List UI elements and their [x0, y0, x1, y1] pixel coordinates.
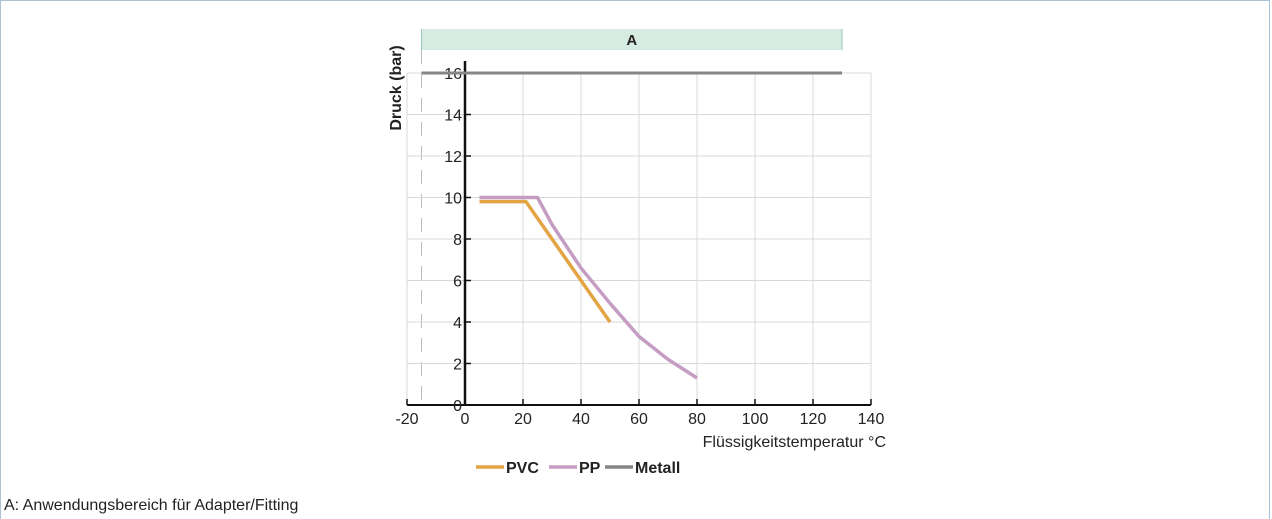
y-tick-label: 14	[444, 108, 462, 125]
y-tick-label: 0	[453, 398, 462, 415]
y-tick-label: 2	[453, 357, 462, 374]
x-tick-label: 40	[572, 411, 590, 428]
band-a-label: A	[626, 32, 637, 49]
band-a	[421, 29, 842, 50]
footnote: A: Anwendungsbereich für Adapter/Fitting	[4, 497, 299, 514]
y-tick-label: 10	[444, 191, 462, 208]
x-tick-label: 60	[630, 411, 648, 428]
y-axis-title: Druck (bar)	[388, 45, 405, 130]
x-tick-label: 20	[514, 411, 532, 428]
x-tick-label: 140	[858, 411, 885, 428]
x-tick-label: 80	[688, 411, 706, 428]
y-tick-label: 8	[453, 232, 462, 249]
legend-label-pvc: PVC	[506, 460, 539, 477]
legend-label-pp: PP	[579, 460, 601, 477]
x-tick-label: -20	[395, 411, 418, 428]
x-tick-label: 120	[800, 411, 827, 428]
legend-label-metall: Metall	[635, 460, 680, 477]
x-tick-label: 0	[461, 411, 470, 428]
x-axis-title: Flüssigkeitstemperatur °C	[703, 434, 886, 451]
x-tick-label: 100	[742, 411, 769, 428]
y-tick-label: 4	[453, 315, 462, 332]
series-line-pp	[479, 195, 698, 380]
y-tick-label: 6	[453, 274, 462, 291]
y-tick-label: 12	[444, 149, 462, 166]
series-line-pvc	[479, 199, 612, 324]
